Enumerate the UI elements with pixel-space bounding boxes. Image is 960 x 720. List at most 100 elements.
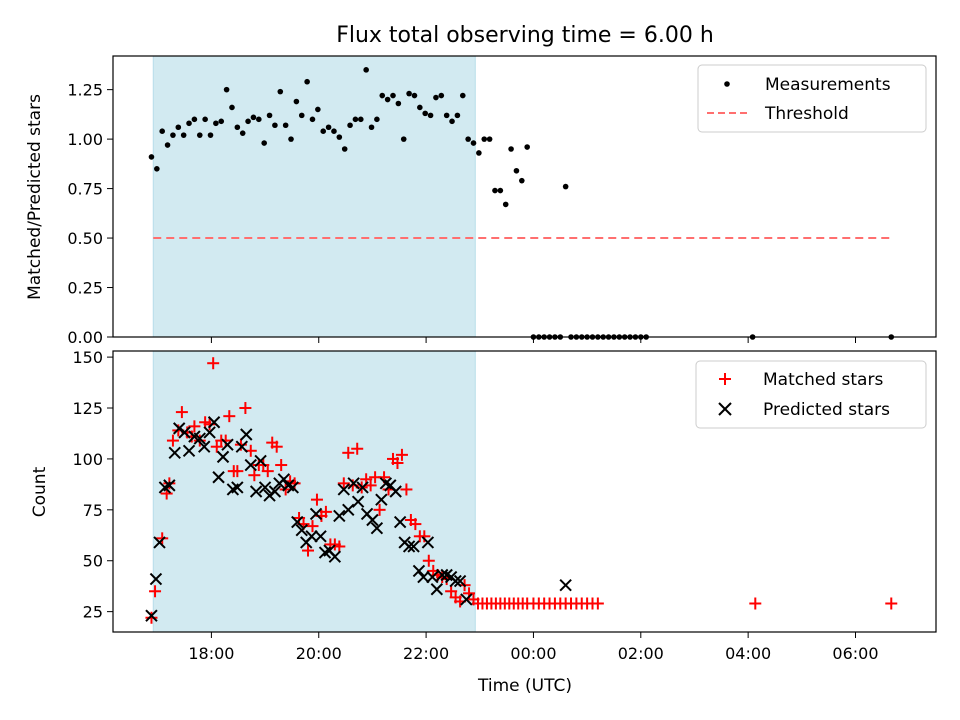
measurement-point <box>266 112 273 119</box>
measurement-point <box>148 154 155 160</box>
matched-star-point <box>223 410 236 423</box>
measurement-point <box>154 165 160 172</box>
top-panel: 0.00 0.25 0.50 0.75 1.00 1.25 Matched/Predict… <box>25 55 937 347</box>
measurement-point <box>325 124 332 131</box>
matched-star-point <box>149 585 162 598</box>
x-tick-label: 20:00 <box>296 644 342 663</box>
predicted-star-point <box>389 485 402 498</box>
measurement-point <box>519 177 525 184</box>
matched-star-point <box>175 406 188 419</box>
x-tick-label: 04:00 <box>725 644 771 663</box>
measurements-layer <box>148 67 895 340</box>
measurements-legend-label: Measurements <box>765 75 891 95</box>
predicted-star-point <box>426 570 439 584</box>
predicted-star-point <box>168 446 181 460</box>
predicted-star-point <box>235 440 249 453</box>
bottom-legend: Matched stars Predicted stars <box>695 360 927 429</box>
matched-star-point <box>219 434 232 447</box>
measurement-point <box>368 124 375 131</box>
predicted-star-point <box>430 583 444 596</box>
chart-title: Flux total observing time = 6.00 h <box>336 23 714 48</box>
predicted-star-point <box>337 483 351 496</box>
predicted-star-point <box>268 485 282 498</box>
matched-star-point <box>203 418 216 431</box>
predicted-star-point <box>295 523 308 537</box>
measurement-point <box>315 106 321 113</box>
predicted-star-point <box>244 458 257 472</box>
matched-star-point <box>261 465 274 478</box>
predicted-star-point <box>453 574 467 588</box>
predicted-stars-layer <box>145 416 572 622</box>
predicted-star-point <box>198 440 211 453</box>
bottom-y-axis-ticks: 25 50 75 100 125 150 <box>72 348 113 622</box>
measurement-point <box>486 136 493 142</box>
measurement-point <box>470 140 477 146</box>
matched-legend-marker <box>719 373 731 385</box>
measurement-point <box>288 136 294 142</box>
measurement-point <box>277 88 284 95</box>
measurement-point <box>175 124 182 131</box>
matched-star-point <box>306 520 319 533</box>
measurement-point <box>191 116 198 123</box>
top-legend: Measurements Threshold <box>697 64 927 133</box>
matched-star-point <box>231 465 244 478</box>
predicted-star-point <box>328 550 342 563</box>
predicted-star-point <box>402 540 416 553</box>
predicted-star-point <box>207 416 221 429</box>
predicted-star-point <box>249 485 263 498</box>
measurement-point <box>411 92 418 99</box>
predicted-star-point <box>412 564 426 578</box>
matched-star-point <box>145 611 158 624</box>
predicted-star-point <box>449 574 462 588</box>
measurement-point <box>196 132 203 138</box>
predicted-star-point <box>370 521 384 535</box>
matched-star-point <box>373 503 386 516</box>
matched-star-point <box>302 544 315 557</box>
x-tick-label: 22:00 <box>403 644 449 663</box>
matched-star-point <box>248 469 261 482</box>
matched-star-point <box>319 505 332 518</box>
predicted-star-point <box>221 438 234 451</box>
measurement-point <box>481 136 488 142</box>
bottom-y-tick-label: 75 <box>83 501 103 520</box>
matched-star-point <box>207 357 220 370</box>
measurement-point <box>352 116 359 123</box>
measurement-point <box>513 167 520 174</box>
matched-star-point <box>239 402 252 415</box>
predicted-star-point <box>407 540 420 553</box>
predicted-star-point <box>258 481 272 494</box>
matched-star-point <box>409 518 422 531</box>
top-y-tick-label: 1.00 <box>67 130 103 149</box>
measurement-point <box>497 187 504 194</box>
measurement-point <box>298 112 305 119</box>
bottom-y-tick-label: 50 <box>83 552 103 571</box>
measurement-point <box>374 116 380 123</box>
matched-star-point <box>591 597 604 610</box>
predicted-legend-marker <box>718 402 732 416</box>
measurement-point <box>433 94 439 101</box>
matched-star-point <box>188 420 201 433</box>
predicted-star-point <box>216 450 230 464</box>
matched-star-point <box>342 446 355 459</box>
measurement-point <box>427 112 434 119</box>
measurement-point <box>465 136 471 142</box>
predicted-star-point <box>347 477 360 490</box>
measurement-point <box>180 132 187 138</box>
measurement-point <box>207 132 214 138</box>
x-tick-label: 06:00 <box>832 644 878 663</box>
measurement-point <box>390 92 396 99</box>
measurement-point <box>454 112 461 119</box>
predicted-star-point <box>163 479 176 492</box>
matched-star-point <box>364 479 377 492</box>
measurement-point <box>164 142 171 148</box>
predicted-star-point <box>333 509 346 523</box>
measurement-point <box>400 136 407 142</box>
matched-star-point <box>445 585 458 598</box>
measurement-point <box>492 187 498 194</box>
predicted-star-point <box>203 426 216 439</box>
measurement-point <box>239 130 246 136</box>
bottom-panel: 25 50 75 100 125 150 18:00 20:00 22:00 00:00 02:0… <box>30 348 937 663</box>
predicted-star-point <box>149 572 163 586</box>
measurement-point <box>245 118 251 125</box>
top-y-tick-label: 0.50 <box>67 229 103 248</box>
